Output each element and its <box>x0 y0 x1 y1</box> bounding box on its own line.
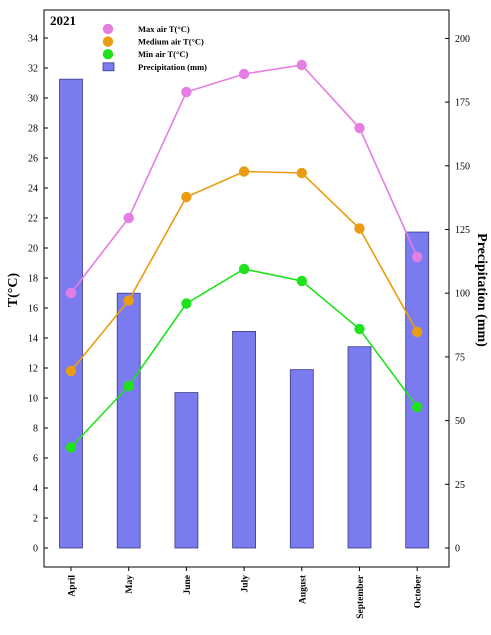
series-2-point <box>238 263 250 275</box>
series-2-point <box>296 275 307 287</box>
y2-tick-label: 200 <box>455 34 470 45</box>
right-axis-ticks: 0 25 50 75 100 125 150 175 200 <box>445 34 470 555</box>
series-1-point <box>238 166 250 177</box>
series-0-point <box>238 68 250 80</box>
plot-frame <box>43 9 450 568</box>
legend-marker <box>102 49 114 60</box>
series-0-point <box>354 122 365 134</box>
legend-marker <box>102 23 114 35</box>
y-tick-label: 22 <box>28 214 38 225</box>
legend-marker <box>102 36 114 47</box>
x-tick-label-may: May <box>125 575 135 594</box>
series-2-point <box>412 401 423 413</box>
series-2-point <box>181 298 192 309</box>
y-tick-label: 4 <box>33 484 38 495</box>
y2-axis-label: Precipitation (mm) <box>474 233 489 347</box>
x-tick-label-october: October <box>414 574 424 608</box>
y2-tick-label: 0 <box>455 544 460 555</box>
precipitation-bar-april <box>59 78 83 549</box>
series-0-point <box>412 251 423 263</box>
y-tick-label: 6 <box>33 454 38 465</box>
y-tick-label: 18 <box>28 274 38 285</box>
y2-tick-label: 125 <box>455 225 470 236</box>
y-tick-label: 14 <box>28 334 38 345</box>
precipitation-bar-august <box>289 369 314 549</box>
x-tick-label-august: August <box>298 574 308 604</box>
series-0-point <box>296 59 307 71</box>
series-0-point <box>123 212 134 224</box>
legend-label: Precipitation (mm) <box>138 62 207 72</box>
series-line-0 <box>70 64 418 294</box>
y-tick-label: 10 <box>28 394 38 405</box>
precipitation-bar-july <box>232 331 257 549</box>
legend: Max air T(°C) Medium air T(°C) Min air T(°… <box>102 23 207 72</box>
precipitation-bar-october <box>405 231 430 549</box>
series-2-point <box>354 323 365 335</box>
y2-tick-label: 150 <box>455 161 470 172</box>
x-tick-label-september: September <box>356 574 366 619</box>
y-tick-label: 30 <box>28 94 38 105</box>
series-0-point <box>181 86 192 98</box>
series-1-point <box>123 295 134 306</box>
y-tick-label: 28 <box>28 124 38 135</box>
y2-tick-label: 100 <box>455 289 470 300</box>
x-tick-label-july: July <box>241 575 251 593</box>
y-tick-label: 20 <box>28 244 38 255</box>
temperature-lines <box>65 59 423 453</box>
chart-title: 2021 <box>50 13 76 28</box>
y-tick-label: 32 <box>28 64 38 75</box>
x-axis-ticks: April May June July August September October <box>68 567 424 619</box>
y2-tick-label: 25 <box>455 480 465 491</box>
y2-tick-label: 75 <box>455 352 465 363</box>
y-tick-label: 12 <box>28 364 38 375</box>
series-1-point <box>354 223 365 234</box>
y-tick-label: 26 <box>28 154 38 165</box>
y2-tick-label: 175 <box>455 98 470 109</box>
y-tick-label: 16 <box>28 304 38 315</box>
x-tick-label-june: June <box>183 575 193 595</box>
series-1-point <box>65 365 77 377</box>
y-tick-label: 2 <box>33 514 38 525</box>
series-2-point <box>123 380 134 392</box>
series-1-point <box>181 191 192 203</box>
y-tick-label: 8 <box>33 424 38 435</box>
legend-label: Max air T(°C) <box>138 24 190 34</box>
legend-swatch-precipitation <box>102 62 115 72</box>
precipitation-bar-june <box>174 392 199 549</box>
precipitation-bar-may <box>116 292 141 549</box>
legend-label: Medium air T(°C) <box>138 37 204 47</box>
precipitation-bar-september <box>347 346 372 549</box>
series-1-point <box>296 167 307 179</box>
y2-tick-label: 50 <box>455 416 465 427</box>
y-tick-label: 0 <box>33 544 38 555</box>
x-tick-label-april: April <box>68 575 78 597</box>
y-tick-label: 34 <box>28 34 38 45</box>
y-tick-label: 24 <box>28 184 38 195</box>
series-2-point <box>65 442 77 453</box>
legend-label: Min air T(°C) <box>138 49 188 59</box>
series-0-point <box>65 287 77 299</box>
series-1-point <box>412 326 423 338</box>
y-axis-label: T(°C) <box>6 272 21 307</box>
precipitation-bars <box>59 78 430 549</box>
